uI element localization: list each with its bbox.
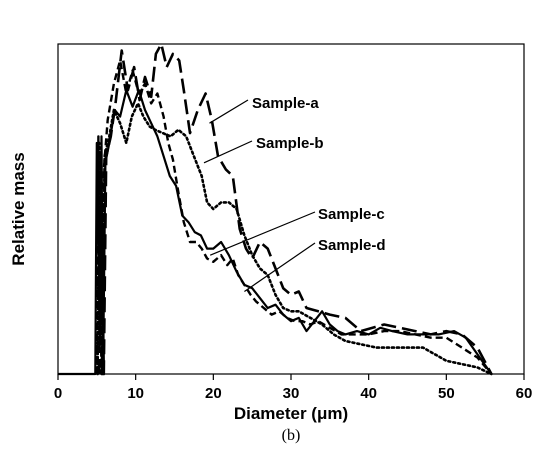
callout-label-sample-a: Sample-a	[252, 95, 319, 112]
figure-caption: (b)	[282, 427, 301, 444]
x-tick-label: 30	[283, 385, 300, 402]
x-tick-label: 10	[127, 385, 144, 402]
callout-layer: Sample-a Sample-b Sample-c Sample-d	[203, 95, 386, 292]
x-tick-label: 0	[54, 385, 62, 402]
callout-leader-sample-a	[209, 99, 249, 124]
callout-leader-sample-c	[209, 211, 316, 256]
series-line-sample-d	[58, 89, 493, 376]
x-axis: 0 10 20 30 40 50 60	[54, 374, 533, 402]
x-tick-label: 40	[360, 385, 377, 402]
x-tick-label: 60	[516, 385, 533, 402]
callout-leader-sample-b	[203, 140, 253, 164]
callout-label-sample-b: Sample-b	[256, 135, 324, 152]
callout-leader-sample-d	[244, 242, 316, 292]
y-axis-title: Relative mass	[9, 152, 28, 265]
x-tick-label: 20	[205, 385, 222, 402]
callout-label-sample-d: Sample-d	[318, 237, 386, 254]
series-layer	[58, 42, 493, 376]
callout-label-sample-c: Sample-c	[318, 206, 385, 223]
x-axis-title: Diameter (μm)	[234, 404, 348, 423]
x-tick-label: 50	[438, 385, 455, 402]
series-line-sample-b	[96, 102, 493, 376]
